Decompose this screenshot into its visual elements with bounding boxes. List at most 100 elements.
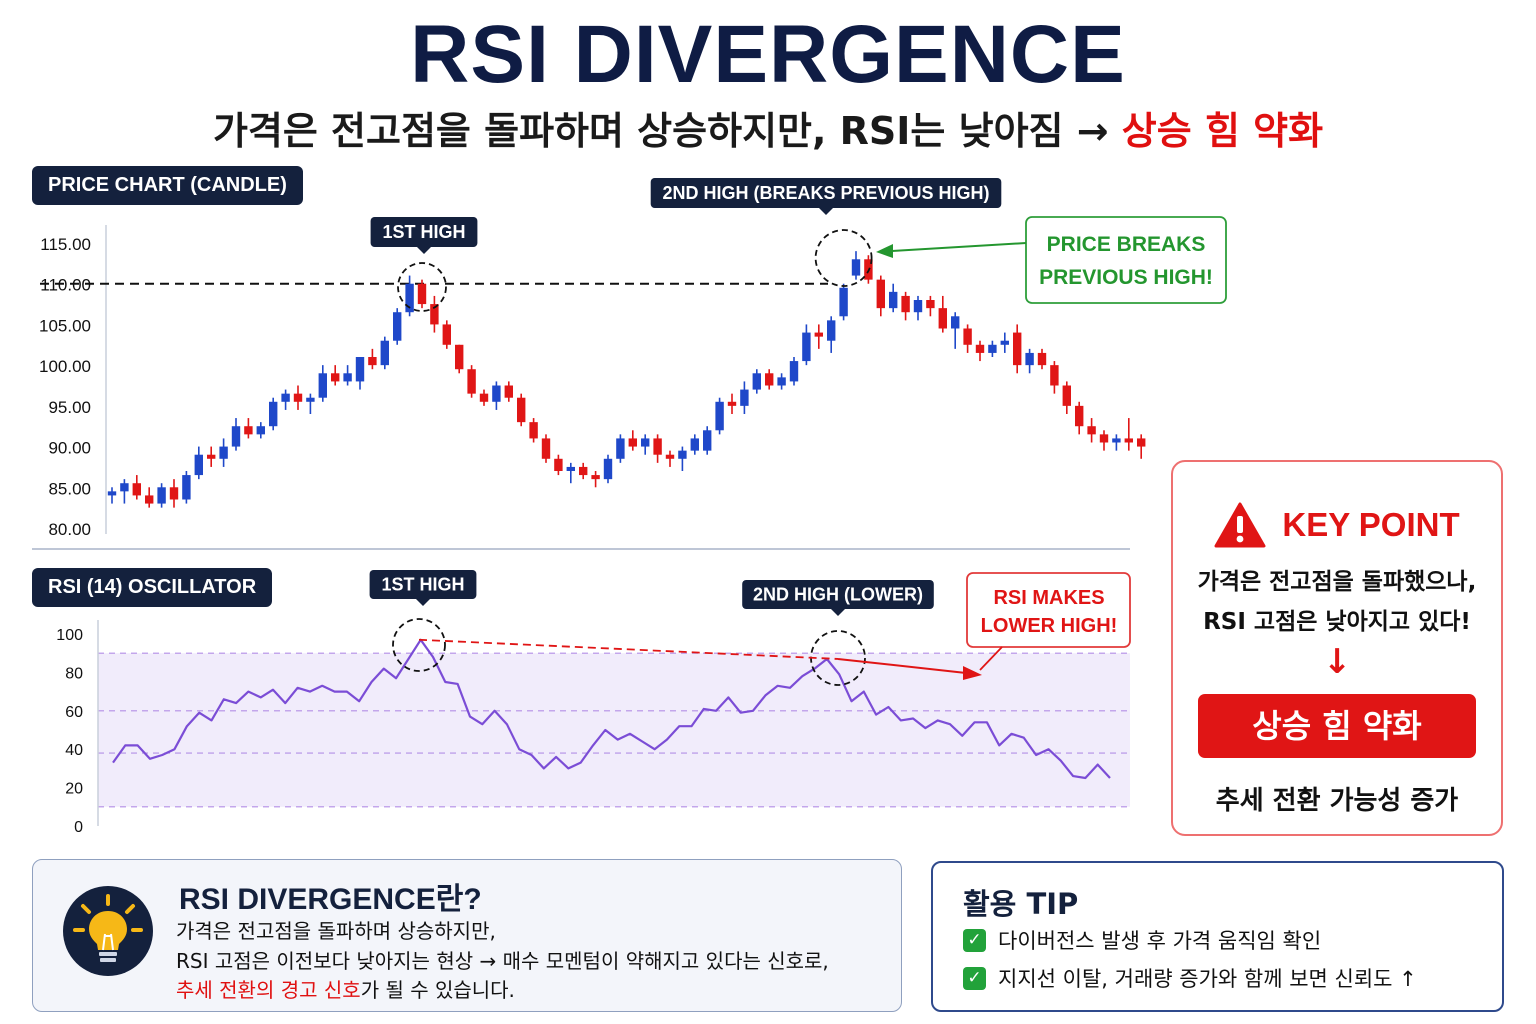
candle-body	[244, 426, 253, 435]
candle-body	[157, 487, 166, 504]
candle	[1025, 348, 1034, 374]
candle	[814, 324, 823, 349]
candle	[492, 381, 501, 410]
candle-body	[417, 283, 427, 305]
candle	[207, 446, 216, 467]
candle	[504, 381, 513, 402]
price-breaks-arrow-head	[876, 244, 893, 258]
candle-body	[1137, 438, 1146, 447]
rsi-first-high-label-bg	[369, 570, 477, 599]
candle	[343, 365, 352, 386]
candle-body	[455, 344, 464, 370]
key-point-footer: 추세 전환 가능성 증가	[1215, 786, 1459, 816]
rsi-first-high-label-text: 1ST HIGH	[381, 575, 464, 595]
candle-body	[107, 491, 117, 496]
rsi-band	[98, 653, 1130, 807]
candle	[1087, 418, 1096, 443]
candle-body	[430, 304, 439, 325]
candle	[517, 393, 526, 427]
tip-item: ✓ 다이버전스 발생 후 가격 움직임 확인	[963, 925, 1321, 955]
candle	[975, 340, 985, 362]
rsi-tick-label: 60	[65, 704, 83, 721]
info-line: 가격은 전고점을 돌파하며 상승하지만,	[176, 919, 496, 943]
candle	[963, 324, 972, 353]
candle	[839, 283, 848, 321]
candle	[120, 479, 129, 504]
candle-body	[231, 426, 241, 447]
candle	[554, 454, 563, 476]
checkbox-icon: ✓	[963, 928, 986, 952]
candle-body	[963, 328, 972, 345]
candle	[182, 471, 191, 504]
candle-body	[653, 438, 662, 455]
candle-body	[1087, 426, 1096, 435]
candle	[107, 487, 117, 504]
candle	[256, 422, 265, 439]
candle	[157, 483, 166, 508]
candle	[1112, 434, 1121, 451]
candle-body	[603, 458, 613, 480]
candle	[393, 308, 402, 345]
candle	[678, 446, 687, 471]
candle	[901, 291, 910, 321]
rsi-second-high-label-text: 2ND HIGH (LOWER)	[753, 585, 923, 605]
candle	[467, 365, 476, 398]
candle	[641, 434, 650, 455]
candle-body	[318, 373, 327, 398]
price-panel-label: PRICE CHART (CANDLE)	[32, 166, 303, 205]
candle-body	[1099, 434, 1109, 443]
candle-body	[628, 438, 637, 447]
price-breaks-text: PREVIOUS HIGH!	[1039, 266, 1213, 289]
candle	[417, 279, 427, 309]
candle-body	[926, 300, 935, 309]
candle	[455, 344, 464, 374]
candle-body	[554, 458, 563, 471]
candle-body	[1124, 438, 1133, 443]
rsi-first-high-label-pointer	[416, 599, 430, 606]
candle-body	[120, 483, 129, 492]
candle	[777, 373, 786, 390]
candle	[851, 251, 861, 280]
tip-card: 활용 TIP ✓ 다이버전스 발생 후 가격 움직임 확인 ✓ 지지선 이탈, …	[931, 861, 1504, 1012]
candle	[827, 316, 836, 353]
candle-body	[690, 438, 699, 451]
candle	[281, 389, 290, 410]
tip-title: 활용 TIP	[963, 887, 1079, 921]
candle-body	[814, 332, 823, 337]
candle-body	[678, 450, 687, 459]
candle	[194, 446, 203, 480]
price-second-high-label-bg	[650, 178, 1002, 208]
candle-body	[293, 393, 303, 402]
key-point-line: 가격은 전고점을 돌파했으나,	[1197, 569, 1477, 595]
rsi-lower-high-arrow-line	[837, 657, 967, 674]
subtitle-emphasis: 상승 힘 약화	[1121, 109, 1324, 153]
page-subtitle: 가격은 전고점을 돌파하며 상승하지만, RSI는 낮아짐 → 상승 힘 약화	[0, 100, 1536, 155]
first-high-marker	[397, 262, 447, 312]
key-point-title: KEY POINT	[1282, 506, 1460, 543]
candle	[926, 295, 935, 317]
candle	[430, 295, 439, 333]
rsi-first-high-marker	[392, 618, 446, 672]
candle	[579, 462, 588, 480]
price-second-high-label: 2ND HIGH (BREAKS PREVIOUS HIGH)	[650, 178, 1002, 215]
price-tick-label: 85.00	[48, 479, 91, 498]
candle	[442, 320, 451, 349]
rsi-tick-label: 0	[74, 819, 83, 836]
key-point-badge: 상승 힘 약화	[1198, 694, 1476, 758]
rsi-series-line	[112, 638, 1111, 780]
candle-body	[641, 438, 650, 447]
candle-body	[194, 454, 203, 476]
price-second-high-label-text: 2ND HIGH (BREAKS PREVIOUS HIGH)	[662, 183, 989, 203]
price-tick-label: 115.00	[40, 235, 91, 254]
candle-body	[1013, 332, 1022, 366]
candle	[740, 381, 749, 414]
candle	[306, 393, 315, 414]
info-line: RSI 고점은 이전보다 낮아지는 현상 → 매수 모멘텀이 약해지고 있다는 …	[176, 949, 829, 973]
info-card: RSI DIVERGENCE란? 가격은 전고점을 돌파하며 상승하지만, RS…	[32, 859, 902, 1012]
candle	[169, 479, 179, 508]
candle-body	[256, 426, 265, 435]
candle-body	[715, 401, 724, 431]
candle-body	[913, 300, 923, 313]
candle-body	[1000, 340, 1009, 345]
